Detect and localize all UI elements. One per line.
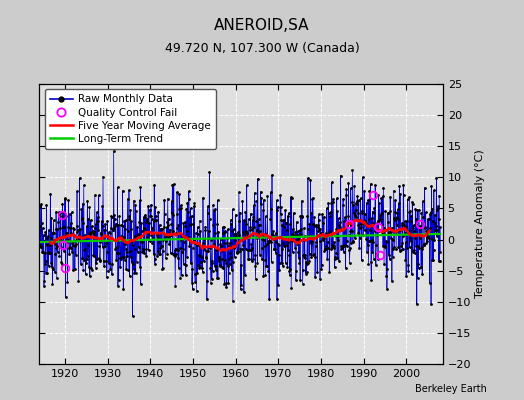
Y-axis label: Temperature Anomaly (°C): Temperature Anomaly (°C) bbox=[475, 150, 485, 298]
Text: Berkeley Earth: Berkeley Earth bbox=[416, 384, 487, 394]
Text: 49.720 N, 107.300 W (Canada): 49.720 N, 107.300 W (Canada) bbox=[165, 42, 359, 55]
Text: ANEROID,SA: ANEROID,SA bbox=[214, 18, 310, 33]
Legend: Raw Monthly Data, Quality Control Fail, Five Year Moving Average, Long-Term Tren: Raw Monthly Data, Quality Control Fail, … bbox=[45, 89, 216, 149]
